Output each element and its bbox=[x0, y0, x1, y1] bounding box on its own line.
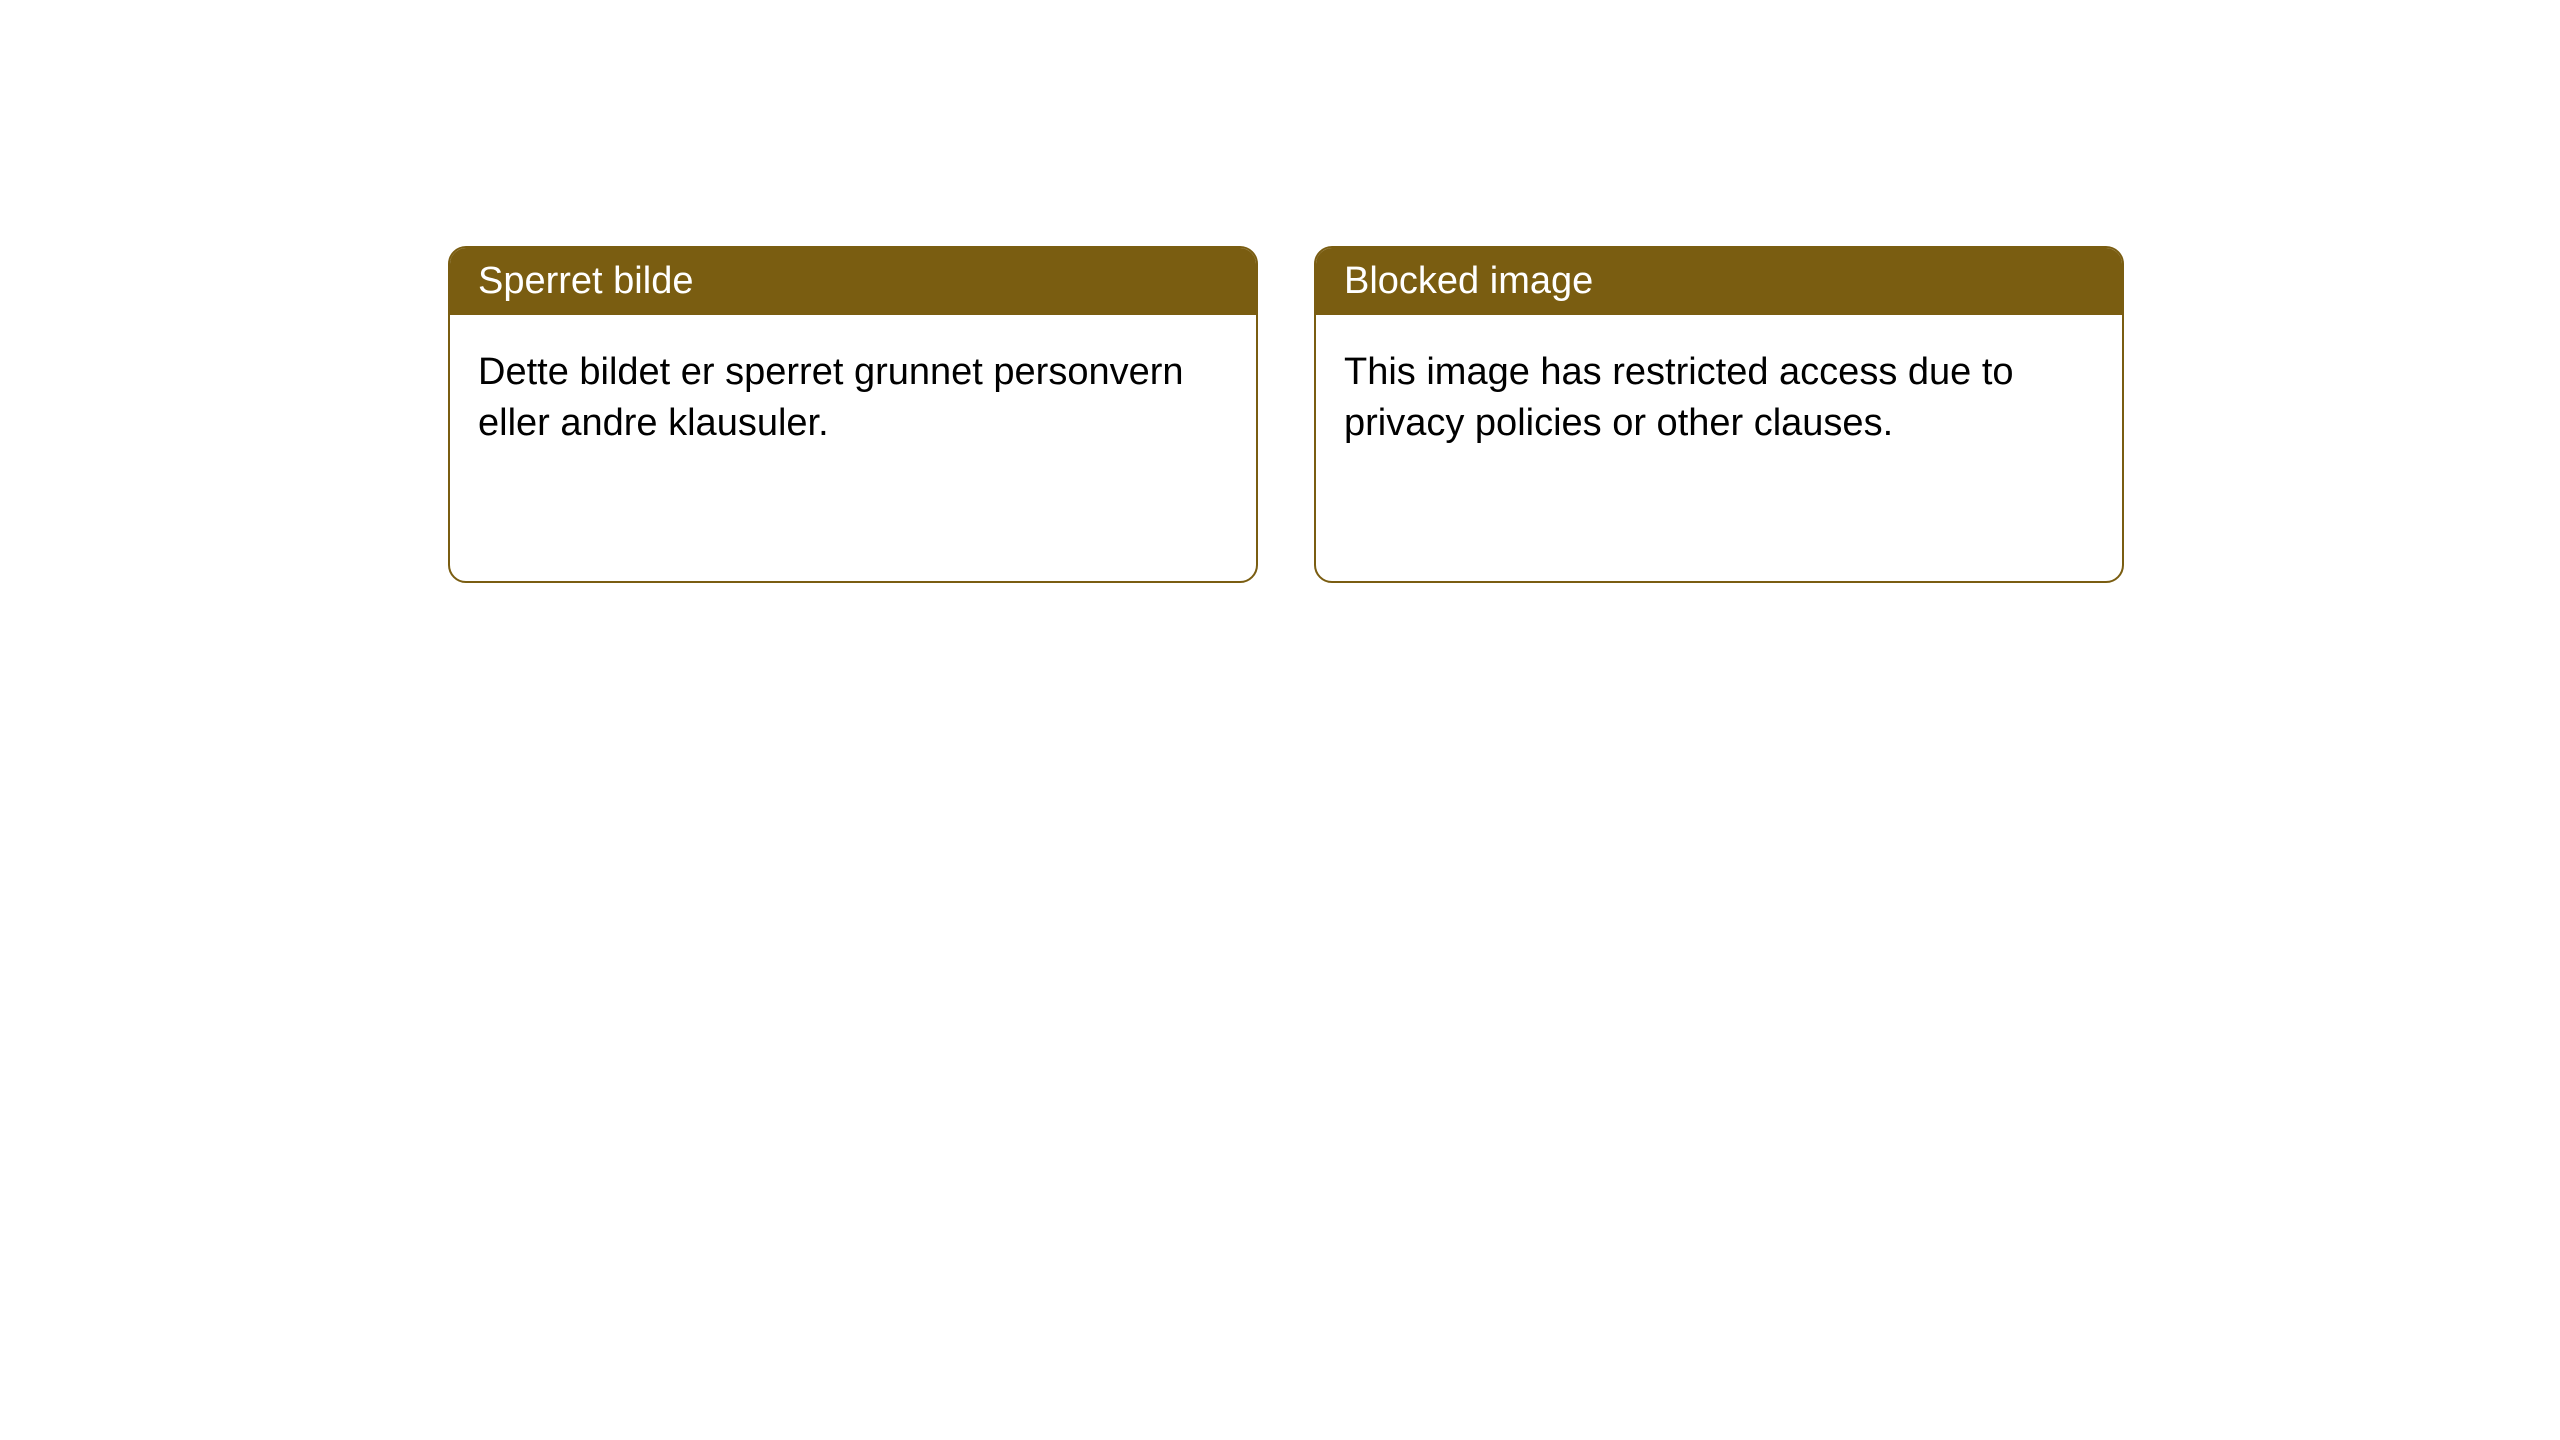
card-body: This image has restricted access due to … bbox=[1316, 315, 2122, 482]
card-header: Blocked image bbox=[1316, 248, 2122, 315]
card-body: Dette bildet er sperret grunnet personve… bbox=[450, 315, 1256, 482]
card-header: Sperret bilde bbox=[450, 248, 1256, 315]
notice-card-english: Blocked image This image has restricted … bbox=[1314, 246, 2124, 583]
notice-container: Sperret bilde Dette bildet er sperret gr… bbox=[0, 0, 2560, 583]
notice-card-norwegian: Sperret bilde Dette bildet er sperret gr… bbox=[448, 246, 1258, 583]
